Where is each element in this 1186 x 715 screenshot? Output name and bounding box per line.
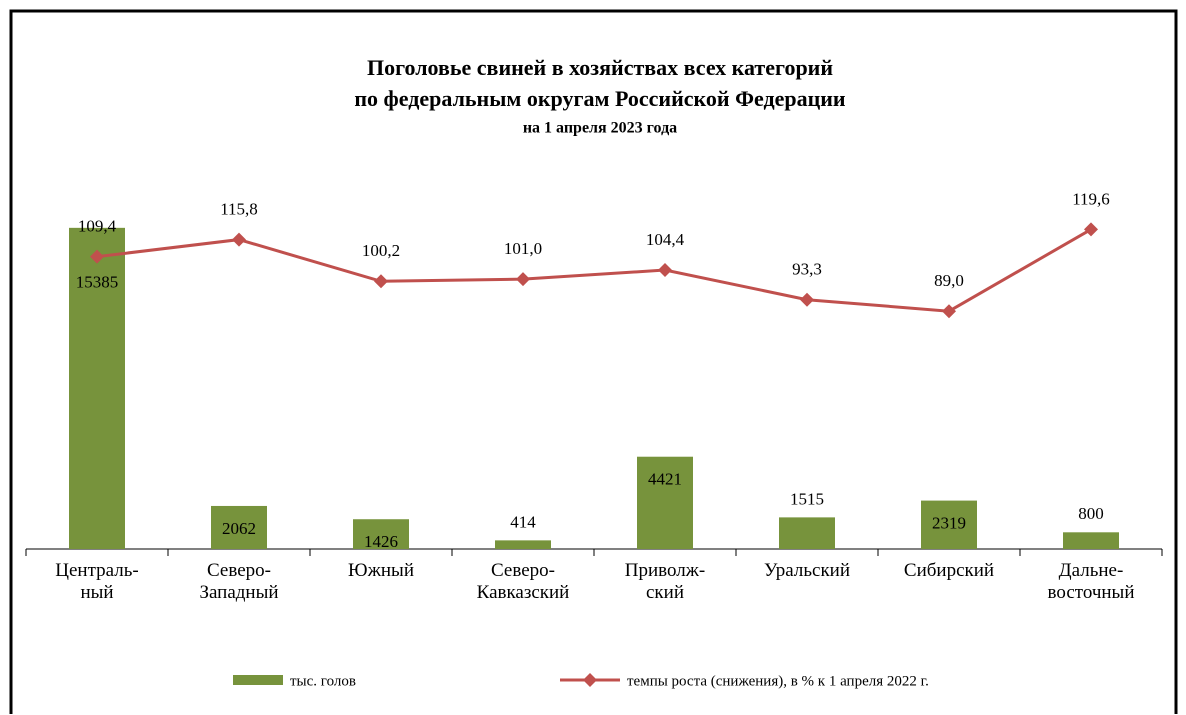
line-value-label: 115,8 [220,199,258,218]
line-marker [90,249,104,264]
bar-value-label: 1426 [364,532,398,551]
bar [1063,532,1119,549]
line-value-label: 119,6 [1072,189,1110,208]
chart-subtitle: по федеральным округам Российской Федера… [354,86,846,111]
x-tick-label: Северо- Кавказский [476,560,570,603]
bar-value-label: 4421 [648,470,682,489]
line-value-label: 109,4 [78,217,117,236]
chart-title: Поголовье свиней в хозяйствах всех катег… [367,55,833,80]
bar-value-label: 800 [1078,504,1104,523]
x-tick-label: Северо- Западный [199,560,279,603]
legend-label: тыс. голов [290,673,356,689]
x-tick-label: Южный [348,560,414,581]
chart-subtitle: на 1 апреля 2023 года [523,120,677,137]
frame [9,9,1178,714]
bar [779,517,835,549]
bar [211,505,267,549]
line-marker [942,304,956,319]
bar [637,456,693,549]
x-tick-label: Дальне- восточный [1047,560,1135,603]
x-tick-label: Приволж- ский [624,560,706,603]
line-marker [800,292,814,307]
bar [69,227,125,549]
x-tick-label: Уральский [763,560,851,581]
bar [921,500,977,549]
x-tick-label: Централь- ный [55,560,139,603]
line-marker [516,272,530,287]
bar-value-label: 2319 [932,513,966,532]
line-value-label: 104,4 [646,230,685,249]
line-value-label: 100,2 [362,241,400,260]
bar-value-label: 2062 [222,519,256,538]
line-marker [1084,222,1098,237]
line-value-label: 93,3 [792,260,822,279]
line-value-label: 101,0 [504,239,542,258]
bar [495,540,551,549]
line-marker [232,232,246,247]
bar [353,519,409,549]
legend-swatch [233,675,283,685]
legend-label: темпы роста (снижения), в % к 1 апреля 2… [627,673,929,689]
line-value-label: 89,0 [934,271,964,290]
line [96,228,1092,313]
bar-value-label: 15385 [76,273,119,292]
bar-value-label: 414 [510,512,536,531]
x-tick-label: Сибирский [903,560,995,581]
bar-value-label: 1515 [790,489,824,508]
legend-swatch [583,673,597,687]
line-marker [374,274,388,289]
line-marker [658,263,672,278]
